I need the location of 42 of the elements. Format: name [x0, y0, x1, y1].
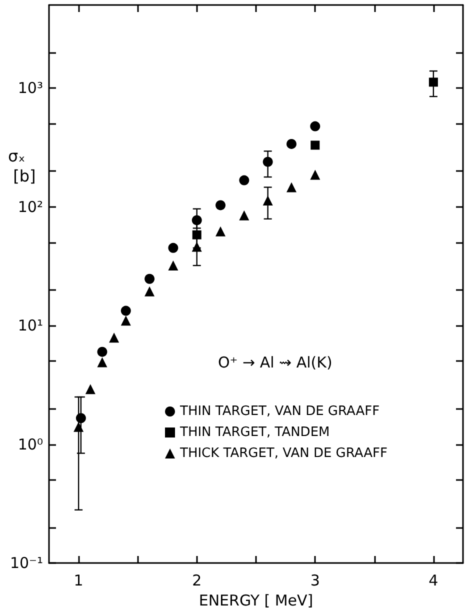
point: [310, 170, 320, 180]
point: [262, 156, 273, 167]
point: [239, 210, 250, 220]
x-tick-label: 3: [310, 572, 320, 590]
y-tick-label: 10¹: [18, 316, 43, 334]
legend-label: THIN TARGET, VAN DE GRAAFF: [179, 404, 380, 419]
point: [168, 260, 178, 271]
point: [192, 215, 202, 226]
point: [168, 242, 178, 253]
point: [97, 357, 108, 368]
point: [120, 306, 131, 316]
point: [192, 230, 202, 240]
annotation: O⁺ → Al ⇝ Al(K): [218, 354, 332, 372]
point: [286, 138, 296, 149]
point: [216, 226, 226, 236]
point: [74, 422, 84, 432]
point: [76, 413, 86, 424]
point: [310, 140, 320, 150]
y-tick-label: 10⁰: [18, 435, 43, 454]
y-tick-label: 10⁻¹: [10, 554, 43, 572]
legend-label: THICK TARGET, VAN DE GRAAFF: [179, 446, 388, 461]
y-axis-title: σₓ [b]: [8, 146, 36, 186]
point: [109, 332, 120, 343]
y-tick-label: 10³: [18, 79, 43, 97]
point: [85, 384, 96, 394]
legend-label: THIN TARGET, TANDEM: [179, 425, 330, 440]
point: [262, 195, 273, 206]
x-axis-title: ENERGY [ MeV]: [198, 592, 314, 610]
point: [216, 200, 226, 210]
point: [286, 182, 296, 192]
y-tick-label: 10²: [18, 198, 43, 216]
point: [144, 286, 155, 296]
x-tick-label: 1: [74, 572, 84, 590]
point: [97, 346, 108, 357]
point: [310, 121, 320, 132]
point: [428, 78, 438, 87]
point: [239, 175, 250, 186]
point: [192, 242, 202, 252]
x-tick-label: 2: [192, 572, 202, 590]
point: [120, 316, 131, 326]
point: [144, 274, 155, 284]
x-tick-label: 4: [428, 572, 438, 590]
